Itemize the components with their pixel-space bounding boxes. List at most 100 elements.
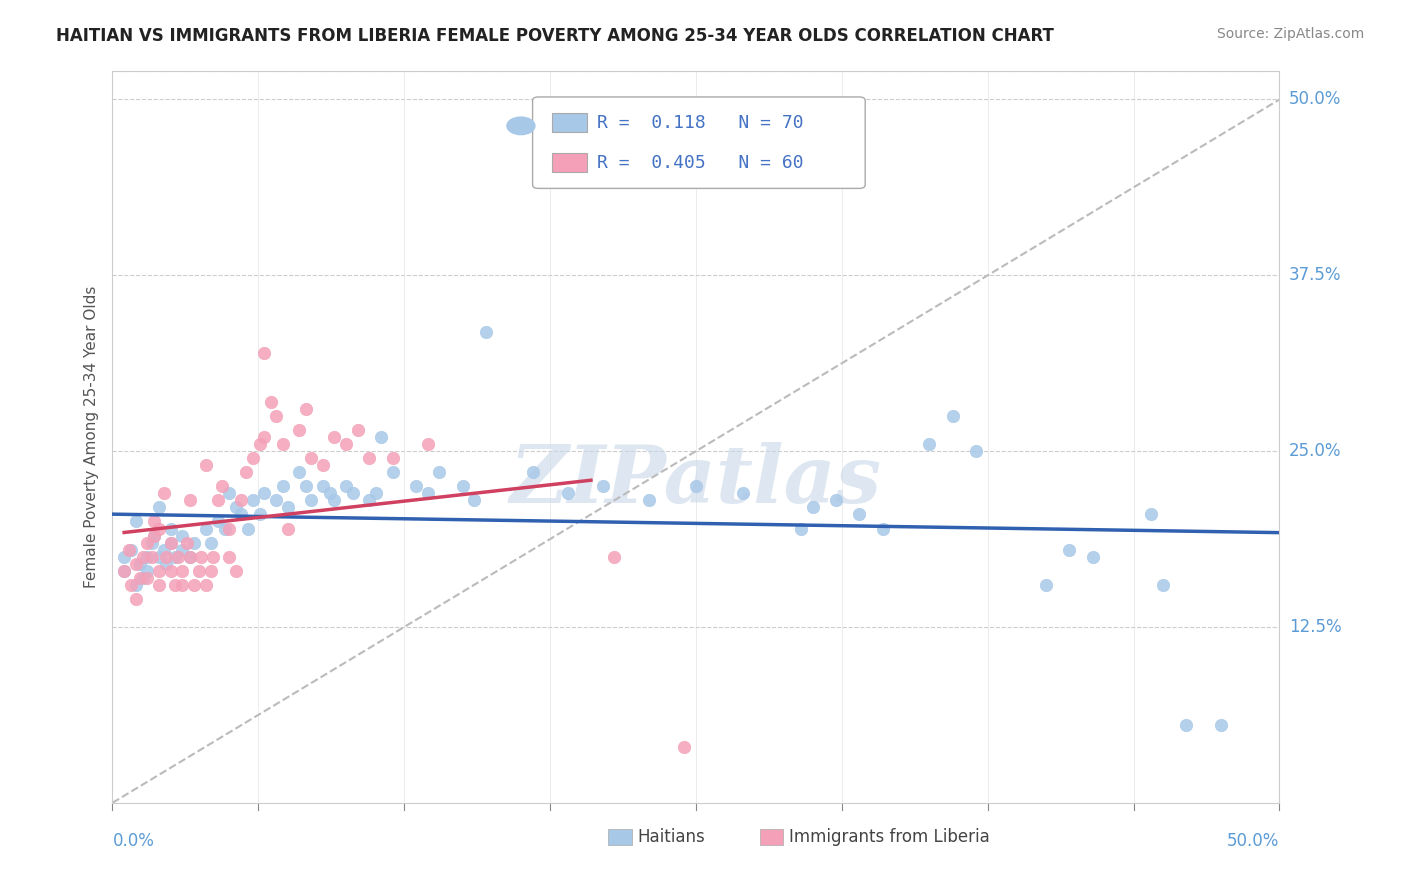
Point [522,465,544,479]
Point [311,479,333,493]
Point [416,437,439,451]
Point [155,549,177,564]
Point [249,508,271,522]
Point [299,493,322,508]
Point [112,564,135,578]
Point [207,493,229,508]
Point [160,535,183,549]
Point [183,535,205,549]
Point [218,486,240,500]
Point [253,345,276,359]
Point [112,549,135,564]
Point [381,451,404,466]
Point [229,508,252,522]
Point [225,500,247,515]
Point [370,430,392,444]
Point [1059,542,1081,557]
Point [190,549,212,564]
Point [200,535,222,549]
Point [194,521,217,535]
Point [271,437,294,451]
Point [323,430,346,444]
Point [143,528,166,542]
Point [229,493,252,508]
Point [200,564,222,578]
Point [942,409,965,423]
Point [120,578,142,592]
Point [405,479,427,493]
Point [176,535,198,549]
Point [118,542,141,557]
Text: R =  0.405   N = 60: R = 0.405 N = 60 [596,153,803,172]
Point [311,458,333,473]
Text: R =  0.118   N = 70: R = 0.118 N = 70 [596,113,803,131]
Point [271,479,294,493]
Point [848,508,870,522]
Point [165,578,187,592]
Y-axis label: Female Poverty Among 25-34 Year Olds: Female Poverty Among 25-34 Year Olds [83,286,98,588]
Point [1209,718,1232,732]
Point [1035,578,1057,592]
Point [235,465,257,479]
Text: 25.0%: 25.0% [1289,442,1341,460]
Point [790,521,813,535]
Point [125,515,148,529]
Text: Haitians: Haitians [638,828,706,847]
Point [276,500,298,515]
Point [359,493,381,508]
Point [136,571,159,585]
Point [638,493,661,508]
Point [201,549,224,564]
Point [172,542,194,557]
Point [125,591,148,606]
Point [211,479,233,493]
Point [557,486,579,500]
Point [155,557,177,571]
Point [335,437,357,451]
Point [136,549,159,564]
Point [141,549,163,564]
Point [194,578,217,592]
Point [129,557,152,571]
FancyBboxPatch shape [533,97,865,188]
Text: Immigrants from Liberia: Immigrants from Liberia [789,828,990,847]
Point [214,521,236,535]
Text: 50.0%: 50.0% [1289,90,1341,109]
Point [148,578,170,592]
Point [673,739,696,754]
Point [172,578,194,592]
Point [207,515,229,529]
Point [242,451,264,466]
Point [253,430,276,444]
Point [318,486,340,500]
Point [825,493,848,508]
Point [965,444,987,458]
Point [160,521,183,535]
Point [1175,718,1198,732]
Point [253,486,276,500]
FancyBboxPatch shape [553,113,588,132]
Point [801,500,824,515]
Point [194,458,217,473]
Point [381,465,404,479]
FancyBboxPatch shape [609,830,631,846]
Point [276,521,298,535]
Point [125,578,148,592]
Point [731,486,754,500]
Point [288,423,311,437]
Point [335,479,357,493]
Point [148,549,170,564]
Text: 0.0%: 0.0% [112,832,155,850]
Point [366,486,388,500]
Point [153,486,176,500]
Point [236,521,259,535]
Point [160,564,183,578]
Point [918,437,941,451]
Point [143,528,166,542]
Point [179,493,201,508]
Point [264,493,287,508]
Point [148,500,170,515]
Point [451,479,474,493]
Point [295,479,318,493]
Point [1081,549,1104,564]
